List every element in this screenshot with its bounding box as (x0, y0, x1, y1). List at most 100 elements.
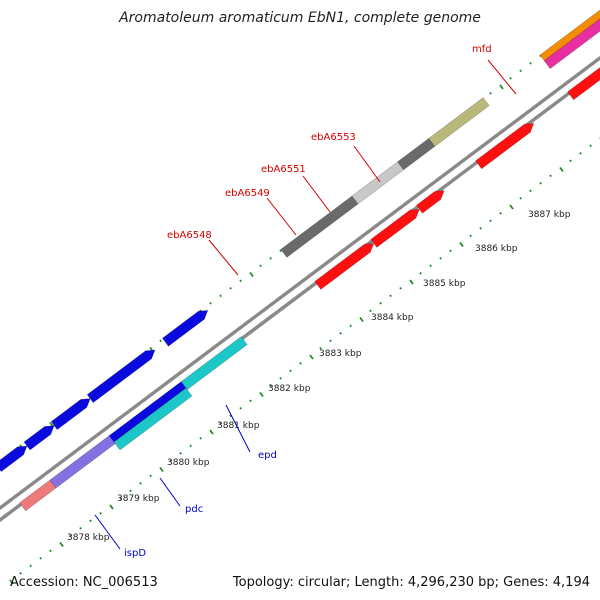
ruler-tick (399, 286, 402, 290)
ruler-tick (439, 256, 442, 260)
ruler-tick (499, 211, 502, 215)
gene-label: ispD (124, 548, 146, 559)
tick-label: 3886 kbp (475, 244, 518, 254)
ruler-tick (569, 159, 572, 163)
ruler-tick (359, 316, 364, 323)
ruler-tick (459, 241, 464, 248)
backbone-line (0, 56, 600, 510)
ruler-tick (289, 369, 292, 373)
ruler-tick (319, 346, 322, 350)
gene-arrow (475, 123, 535, 170)
ruler-tick (219, 294, 222, 298)
gene-arrow (397, 137, 436, 171)
gene-features (0, 9, 600, 512)
ruler-tick (39, 556, 42, 560)
ruler-tick (269, 384, 272, 388)
tick-label: 3883 kbp (319, 349, 362, 359)
ruler-tick (179, 451, 182, 455)
ruler-tick (79, 526, 82, 530)
map-title: Aromatoleum aromaticum EbN1, complete ge… (119, 10, 481, 26)
ruler-tick (469, 234, 472, 238)
ruler-tick (579, 151, 582, 155)
ruler-tick (369, 309, 372, 313)
gene-arrow (113, 387, 193, 451)
ruler-tick (59, 541, 64, 548)
ruler-tick (149, 474, 152, 478)
ruler-tick (239, 279, 242, 283)
ruler-tick (89, 519, 92, 523)
gene-leader-line (159, 477, 181, 507)
gene-leader-line (266, 197, 297, 236)
ruler-tick (339, 331, 342, 335)
gene-arrow (428, 97, 490, 147)
ruler-tick (209, 301, 212, 305)
tick-label: 3885 kbp (423, 279, 466, 289)
ruler-tick (139, 481, 142, 485)
ruler-tick (169, 459, 172, 463)
ruler-tick (489, 91, 492, 95)
ruler-tick (429, 264, 432, 268)
ruler-tick (509, 76, 512, 80)
ruler-tick (259, 264, 262, 268)
ruler-tick (479, 226, 482, 230)
gene-arrow (23, 425, 55, 451)
ruler-tick (379, 301, 382, 305)
ruler-tick (19, 571, 22, 575)
gene-leader-line (225, 404, 251, 453)
ruler-tick (229, 414, 232, 418)
ruler-tick (519, 196, 522, 200)
ruler-tick (9, 579, 14, 585)
gene-leader-line (487, 59, 517, 95)
gene-label: epd (258, 450, 277, 461)
gene-arrow (351, 161, 405, 205)
ruler-tick (189, 444, 192, 448)
ruler-tick (409, 279, 414, 285)
tick-label: 3878 kbp (67, 533, 110, 543)
ruler-tick (499, 84, 504, 90)
gene-arrow (567, 67, 600, 101)
ruler-tick (69, 534, 72, 538)
ruler-tick (529, 61, 532, 65)
gene-leader-line (353, 145, 381, 183)
ruler-tick (279, 249, 282, 253)
ruler-tick (199, 436, 202, 440)
ruler-tick (49, 549, 52, 553)
ruler-tick (209, 429, 214, 435)
gene-arrow (50, 398, 91, 431)
topology-text: Topology: circular; Length: 4,296,230 bp… (232, 575, 590, 590)
ruler-tick (259, 391, 264, 398)
gene-label: ebA6548 (167, 230, 212, 241)
gene-label: ebA6553 (311, 132, 356, 143)
ruler-tick (509, 204, 514, 210)
ruler-tick (129, 489, 132, 493)
gene-arrow (86, 349, 156, 404)
ruler-tick (249, 399, 252, 403)
accession-text: Accession: NC_006513 (10, 575, 158, 590)
tick-label: 3880 kbp (167, 458, 210, 468)
gene-arrow (180, 336, 248, 391)
gene-labels: mfd ebA6553 ebA6551 ebA6549 ebA6548 epd pdc isp… (94, 44, 517, 559)
ruler-tick (279, 376, 282, 380)
gene-leader-line (94, 514, 121, 550)
ruler-tick (29, 564, 32, 568)
gene-arrow (539, 9, 600, 64)
tick-label: 3879 kbp (117, 494, 160, 504)
ruler-tick (119, 496, 122, 500)
gene-leader-line (208, 239, 239, 276)
ruler-tick (309, 354, 314, 360)
gene-label: ebA6551 (261, 164, 306, 175)
tick-label: 3882 kbp (268, 384, 311, 394)
gene-arrow (161, 310, 209, 347)
gene-arrow (0, 445, 28, 473)
gene-arrow (314, 243, 375, 290)
ruler-tick (489, 219, 492, 223)
ruler-tick (349, 324, 352, 328)
ruler-tick (19, 444, 22, 448)
ruler-tick (299, 361, 302, 365)
gene-arrow (108, 381, 188, 445)
ruler-tick (549, 174, 552, 178)
ruler-tick (389, 294, 392, 298)
gene-label: pdc (185, 504, 203, 515)
tick-label: 3884 kbp (371, 313, 414, 323)
